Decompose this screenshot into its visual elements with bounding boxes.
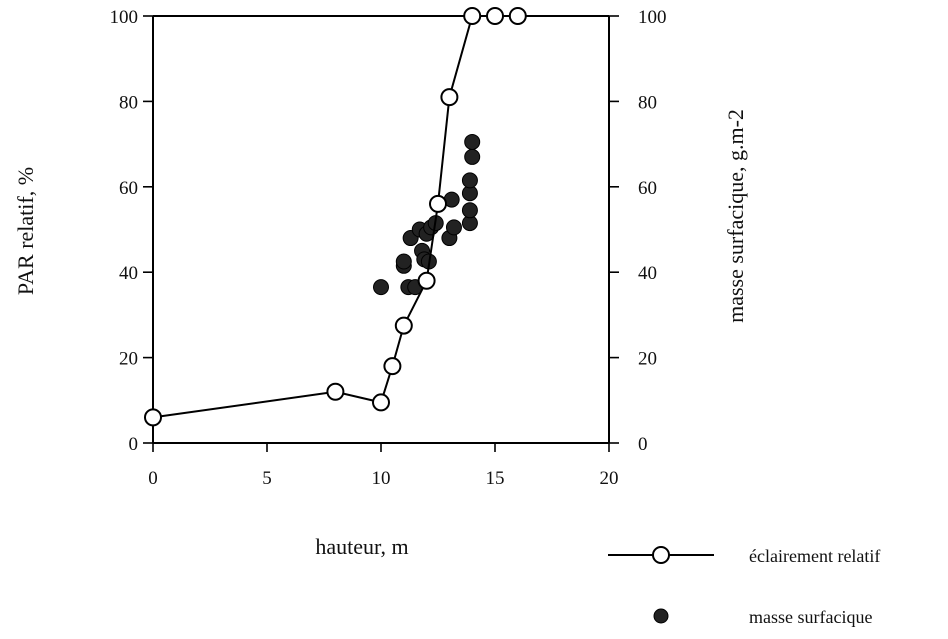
eclairement-point <box>508 7 527 25</box>
x-ticks: 0 5 10 15 20 <box>148 443 619 489</box>
x-tick-label: 0 <box>148 468 158 489</box>
eclairement-point <box>383 357 402 376</box>
x-axis-title: hauteur, m <box>315 534 408 559</box>
y-tick-label-left: 20 <box>119 349 138 370</box>
eclairement-point <box>144 408 162 427</box>
y-tick-label-left: 0 <box>129 434 139 455</box>
eclairement-point <box>463 7 482 25</box>
y-axis-title-left: PAR relatif, % <box>13 167 38 295</box>
y-tick-label-left: 80 <box>119 92 138 113</box>
y-axis-title-right: masse surfacique, g.m-2 <box>723 109 748 323</box>
y-tick-label-right: 100 <box>638 7 667 28</box>
masse-point <box>445 219 462 236</box>
eclairement-point <box>417 271 436 290</box>
y-ticks-left: 0 20 40 60 80 100 <box>110 7 153 455</box>
eclairement-line <box>152 15 518 419</box>
eclairement-point <box>372 393 390 412</box>
eclairement-point <box>394 316 413 335</box>
y-tick-label-right: 80 <box>638 92 657 113</box>
legend: éclairement relatif masse surfacique <box>608 546 880 627</box>
y-tick-label-left: 40 <box>119 263 138 284</box>
eclairement-point <box>486 7 504 25</box>
legend-filled-circle-marker <box>653 608 669 624</box>
x-tick-label: 15 <box>486 468 505 489</box>
y-tick-label-left: 100 <box>110 7 139 28</box>
eclairement-point <box>429 194 447 213</box>
y-tick-label-right: 60 <box>638 178 657 199</box>
masse-point <box>373 279 389 296</box>
y-ticks-right: 0 20 40 60 80 100 <box>609 7 667 455</box>
masse-point <box>464 133 481 150</box>
eclairement-point <box>326 382 345 401</box>
eclairement-point <box>440 88 459 107</box>
plot-axes <box>152 15 610 444</box>
masse-point <box>461 172 478 189</box>
y-tick-label-right: 0 <box>638 434 648 455</box>
masse-point <box>461 202 478 219</box>
y-tick-label-left: 60 <box>119 178 138 199</box>
y-tick-label-right: 20 <box>638 349 657 370</box>
legend-open-circle-marker <box>652 546 670 564</box>
masse-point <box>395 253 412 270</box>
x-tick-label: 5 <box>262 468 272 489</box>
x-tick-label: 10 <box>372 468 391 489</box>
y-tick-label-right: 40 <box>638 263 657 284</box>
masse-point <box>464 148 481 165</box>
legend-label-eclairement: éclairement relatif <box>749 546 880 566</box>
series-eclairement <box>144 7 527 427</box>
legend-label-masse: masse surfacique <box>749 607 872 627</box>
series-masse <box>373 133 481 296</box>
x-tick-label: 20 <box>600 468 619 489</box>
